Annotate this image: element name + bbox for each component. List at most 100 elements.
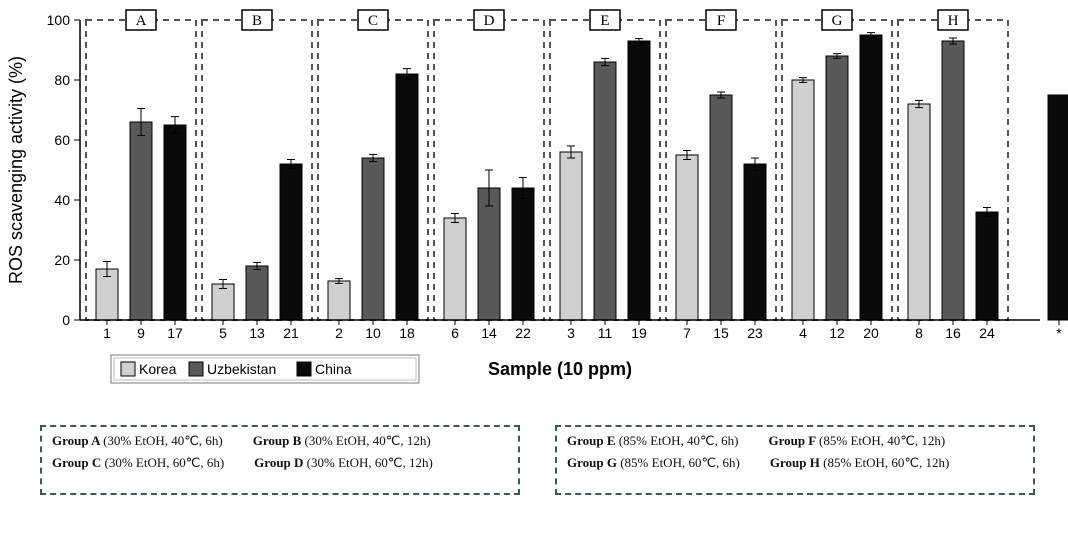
- legend-swatch: [189, 362, 203, 376]
- group-panel-detail: (85% EtOH, 40℃, 6h): [619, 433, 739, 448]
- group-panel-name: Group B: [253, 433, 305, 448]
- bar: [676, 155, 698, 320]
- bar: [396, 74, 418, 320]
- group-panel-cell: Group D (30% EtOH, 60℃, 12h): [254, 455, 433, 471]
- bar: [826, 56, 848, 320]
- group-panel-name: Group G: [567, 455, 620, 470]
- bar: [164, 125, 186, 320]
- x-tick-label: 24: [979, 325, 995, 341]
- bar: [908, 104, 930, 320]
- x-tick-label: 5: [219, 325, 227, 341]
- y-tick-label: 100: [47, 12, 71, 28]
- group-panel-name: Group D: [254, 455, 307, 470]
- bar: [362, 158, 384, 320]
- group-panel-cell: Group C (30% EtOH, 60℃, 6h): [52, 455, 224, 471]
- bar: [560, 152, 582, 320]
- bar: [280, 164, 302, 320]
- x-tick-label: 8: [915, 325, 923, 341]
- group-panel-cell: Group F (85% EtOH, 40℃, 12h): [768, 433, 945, 449]
- y-tick-label: 80: [54, 72, 70, 88]
- bar: [860, 35, 882, 320]
- group-panel-name: Group C: [52, 455, 105, 470]
- bar: [942, 41, 964, 320]
- group-letter: H: [948, 13, 959, 29]
- group-panel-cell: Group B (30% EtOH, 40℃, 12h): [253, 433, 431, 449]
- bar: [976, 212, 998, 320]
- group-panel-row: Group A (30% EtOH, 40℃, 6h) Group B (30% …: [52, 433, 508, 455]
- x-tick-label: 9: [137, 325, 145, 341]
- x-tick-label: 4: [799, 325, 807, 341]
- group-panel-detail: (30% EtOH, 40℃, 12h): [305, 433, 431, 448]
- figure-root: { "chart": { "type": "bar", "y_label": "…: [0, 0, 1068, 544]
- group-panel-left: Group A (30% EtOH, 40℃, 6h) Group B (30% …: [40, 425, 520, 495]
- group-panel-detail: (30% EtOH, 60℃, 12h): [307, 455, 433, 470]
- chart-svg: ROS scavenging activity (%) Sample (10 pp…: [0, 0, 1068, 410]
- bar: [444, 218, 466, 320]
- group-letter: B: [252, 13, 262, 29]
- legend-label: Uzbekistan: [207, 361, 276, 377]
- bar: [594, 62, 616, 320]
- group-panel-row: Group G (85% EtOH, 60℃, 6h) Group H (85% …: [567, 455, 1023, 477]
- x-tick-label: 21: [283, 325, 299, 341]
- legend-swatch: [297, 362, 311, 376]
- group-panel-detail: (85% EtOH, 60℃, 12h): [823, 455, 949, 470]
- bar: [792, 80, 814, 320]
- group-letter: A: [136, 13, 147, 29]
- group-letter: D: [484, 13, 495, 29]
- group-panel-detail: (85% EtOH, 60℃, 6h): [620, 455, 740, 470]
- group-panel-row: Group C (30% EtOH, 60℃, 6h) Group D (30% …: [52, 455, 508, 477]
- bar: [1048, 95, 1068, 320]
- x-tick-label: *: [1056, 325, 1062, 341]
- bar: [512, 188, 534, 320]
- bar: [246, 266, 268, 320]
- group-panel-detail: (30% EtOH, 60℃, 6h): [105, 455, 225, 470]
- group-letter: G: [832, 13, 843, 29]
- x-tick-label: 12: [829, 325, 845, 341]
- x-tick-label: 15: [713, 325, 729, 341]
- group-panel-name: Group F: [768, 433, 819, 448]
- group-panel-cell: Group A (30% EtOH, 40℃, 6h): [52, 433, 223, 449]
- legend: Korea Uzbekistan China: [111, 355, 419, 383]
- x-tick-label: 17: [167, 325, 183, 341]
- x-tick-label: 14: [481, 325, 497, 341]
- bar: [328, 281, 350, 320]
- x-tick-label: 16: [945, 325, 961, 341]
- y-axis-label: ROS scavenging activity (%): [6, 56, 26, 284]
- x-tick-label: 22: [515, 325, 531, 341]
- group-panel-name: Group A: [52, 433, 103, 448]
- x-tick-label: 6: [451, 325, 459, 341]
- legend-label: China: [315, 361, 352, 377]
- group-panel-name: Group E: [567, 433, 619, 448]
- x-tick-label: 1: [103, 325, 111, 341]
- group-panel-name: Group H: [770, 455, 823, 470]
- bar: [628, 41, 650, 320]
- group-letter: F: [717, 13, 725, 29]
- bar: [744, 164, 766, 320]
- legend-label: Korea: [139, 361, 177, 377]
- group-letter: E: [600, 13, 609, 29]
- legend-swatch: [121, 362, 135, 376]
- y-tick-label: 60: [54, 132, 70, 148]
- x-tick-label: 7: [683, 325, 691, 341]
- x-tick-label: 18: [399, 325, 415, 341]
- group-letter: C: [368, 13, 378, 29]
- group-panel-detail: (30% EtOH, 40℃, 6h): [103, 433, 223, 448]
- bar: [212, 284, 234, 320]
- x-tick-label: 23: [747, 325, 763, 341]
- bar: [478, 188, 500, 320]
- x-tick-label: 20: [863, 325, 879, 341]
- x-tick-label: 11: [598, 325, 613, 341]
- y-tick-label: 0: [62, 312, 70, 328]
- group-panel-cell: Group G (85% EtOH, 60℃, 6h): [567, 455, 740, 471]
- x-tick-label: 19: [631, 325, 647, 341]
- x-tick-label: 10: [365, 325, 381, 341]
- x-tick-label: 13: [249, 325, 265, 341]
- x-tick-label: 3: [567, 325, 575, 341]
- y-tick-label: 20: [54, 252, 70, 268]
- group-panel-detail: (85% EtOH, 40℃, 12h): [819, 433, 945, 448]
- group-panel-cell: Group H (85% EtOH, 60℃, 12h): [770, 455, 949, 471]
- bar: [130, 122, 152, 320]
- x-axis-label: Sample (10 ppm): [488, 359, 632, 379]
- group-panel-cell: Group E (85% EtOH, 40℃, 6h): [567, 433, 738, 449]
- y-tick-label: 40: [54, 192, 70, 208]
